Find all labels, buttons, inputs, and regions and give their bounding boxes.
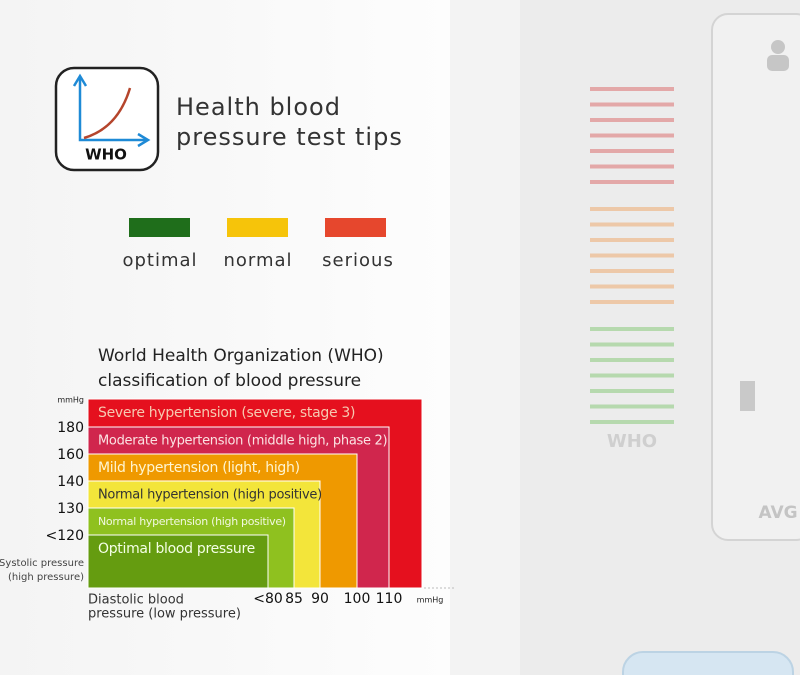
- scale-stripe: [590, 358, 674, 362]
- x-tick-label: <80: [253, 591, 283, 607]
- y-unit: mmHg: [57, 396, 84, 405]
- scale-stripe: [590, 87, 674, 91]
- y-tick-label: 160: [57, 447, 84, 463]
- legend-label: normal: [223, 250, 292, 271]
- y-axis-label: (high pressure): [8, 572, 84, 583]
- scale-stripe: [590, 222, 674, 227]
- legend-swatch: [227, 218, 288, 237]
- scale-stripe: [590, 373, 674, 378]
- x-tick-label: 85: [285, 591, 303, 607]
- scale-stripe: [590, 300, 674, 304]
- scale-stripe: [590, 342, 674, 347]
- y-tick-label: <120: [46, 528, 84, 544]
- scale-stripe: [590, 164, 674, 169]
- scale-stripe: [590, 102, 674, 107]
- level-label: Normal hypertension (high positive): [98, 515, 286, 528]
- title: Health blood: [176, 93, 341, 121]
- scale-stripe: [590, 180, 674, 184]
- scale-stripe: [590, 118, 674, 122]
- scale-stripe: [590, 327, 674, 331]
- level-label: Normal hypertension (high positive): [98, 488, 322, 503]
- y-tick-label: 180: [57, 420, 84, 436]
- screen-segment: [740, 381, 755, 411]
- scale-stripe: [590, 149, 674, 153]
- level-label: Optimal blood pressure: [98, 541, 255, 557]
- scale-stripe: [590, 207, 674, 211]
- scale-stripe: [590, 420, 674, 424]
- levels: Severe hypertension (severe, stage 3) Mod…: [87, 398, 423, 589]
- scale-stripe: [590, 253, 674, 258]
- legend-label: serious: [322, 250, 394, 271]
- y-tick-label: 140: [57, 474, 84, 490]
- level-box: [87, 534, 269, 589]
- icon-axes: [78, 78, 146, 142]
- device-screen: [711, 13, 800, 541]
- level-label: Mild hypertension (light, high): [98, 460, 300, 476]
- x-unit: mmHg: [417, 596, 444, 605]
- device-edge: [450, 0, 520, 675]
- scale-label: WHO: [607, 431, 657, 452]
- device-button: [622, 651, 794, 679]
- who-icon: [54, 66, 160, 172]
- scale-stripe: [590, 269, 674, 273]
- legend-swatch: [129, 218, 190, 237]
- icon-label: WHO: [85, 146, 127, 164]
- legend-label: optimal: [122, 250, 197, 271]
- level-label: Moderate hypertension (middle high, phas…: [98, 434, 387, 449]
- scale-stripe: [590, 389, 674, 393]
- user-icon: [767, 55, 789, 71]
- user-icon: [771, 40, 785, 54]
- y-axis-label: Systolic pressure: [0, 558, 84, 569]
- title: pressure test tips: [176, 123, 403, 151]
- icon-arrows: [72, 73, 151, 148]
- x-tick-label: 110: [376, 591, 403, 607]
- x-axis-label: pressure (low pressure): [88, 607, 241, 622]
- x-axis-label: Diastolic blood: [88, 593, 184, 608]
- x-tick-label: 100: [344, 591, 371, 607]
- y-tick-label: 130: [57, 501, 84, 517]
- scale-stripe: [590, 404, 674, 409]
- x-tick-label: 90: [311, 591, 329, 607]
- legend-swatch: [325, 218, 386, 237]
- scale-stripe: [590, 284, 674, 289]
- chart-title: World Health Organization (WHO): [98, 346, 384, 366]
- chart-title: classification of blood pressure: [98, 371, 361, 391]
- icon-curve: [83, 87, 132, 140]
- scale-stripe: [590, 238, 674, 242]
- scale-stripe: [590, 133, 674, 138]
- avg-label: AVG: [758, 503, 797, 523]
- level-label: Severe hypertension (severe, stage 3): [98, 405, 355, 421]
